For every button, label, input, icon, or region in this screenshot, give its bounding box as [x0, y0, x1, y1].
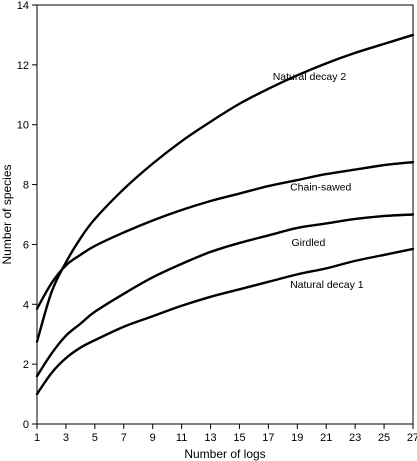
x-tick-label: 7	[121, 432, 127, 444]
y-tick-label: 2	[23, 359, 29, 371]
x-tick-label: 27	[407, 432, 417, 444]
series-line-natural-decay-1	[35, 247, 415, 396]
series-lines	[35, 33, 415, 396]
plot-frame	[36, 4, 414, 425]
x-tick-label: 1	[34, 432, 40, 444]
y-axis: 0 2 4 6 8 10 12 14	[17, 0, 37, 431]
x-tick-label: 13	[204, 432, 216, 444]
series-labels: Natural decay 2 Chain-sawed Girdled Natural…	[273, 71, 364, 291]
y-tick-label: 0	[23, 419, 29, 431]
y-tick-label: 14	[17, 0, 29, 12]
x-axis-title: Number of logs	[184, 447, 265, 461]
y-tick-label: 8	[23, 180, 29, 192]
series-line-chain-sawed	[35, 160, 415, 310]
x-tick-label: 11	[176, 432, 187, 444]
y-tick-label: 4	[23, 299, 29, 311]
y-tick-label: 10	[17, 120, 29, 132]
series-label-natural-decay-2: Natural decay 2	[273, 71, 347, 83]
series-label-natural-decay-1: Natural decay 1	[290, 279, 364, 291]
x-tick-label: 21	[320, 432, 332, 444]
y-axis-title: Number of species	[0, 164, 14, 264]
y-tick-label: 6	[23, 239, 29, 251]
x-tick-label: 25	[378, 432, 390, 444]
x-tick-label: 5	[92, 432, 98, 444]
series-label-girdled: Girdled	[292, 237, 326, 249]
x-tick-label: 17	[262, 432, 274, 444]
series-line-girdled	[35, 213, 415, 378]
series-label-chain-sawed: Chain-sawed	[290, 182, 351, 194]
series-line-natural-decay-2	[35, 33, 415, 343]
x-axis: 1 3 5 7 9 11 13 15 17 19 21 23 25 27	[34, 424, 417, 444]
x-tick-label: 9	[150, 432, 156, 444]
x-tick-label: 15	[233, 432, 245, 444]
y-tick-label: 12	[17, 60, 29, 72]
x-tick-label: 19	[291, 432, 303, 444]
x-tick-label: 23	[349, 432, 361, 444]
x-tick-label: 3	[63, 432, 69, 444]
